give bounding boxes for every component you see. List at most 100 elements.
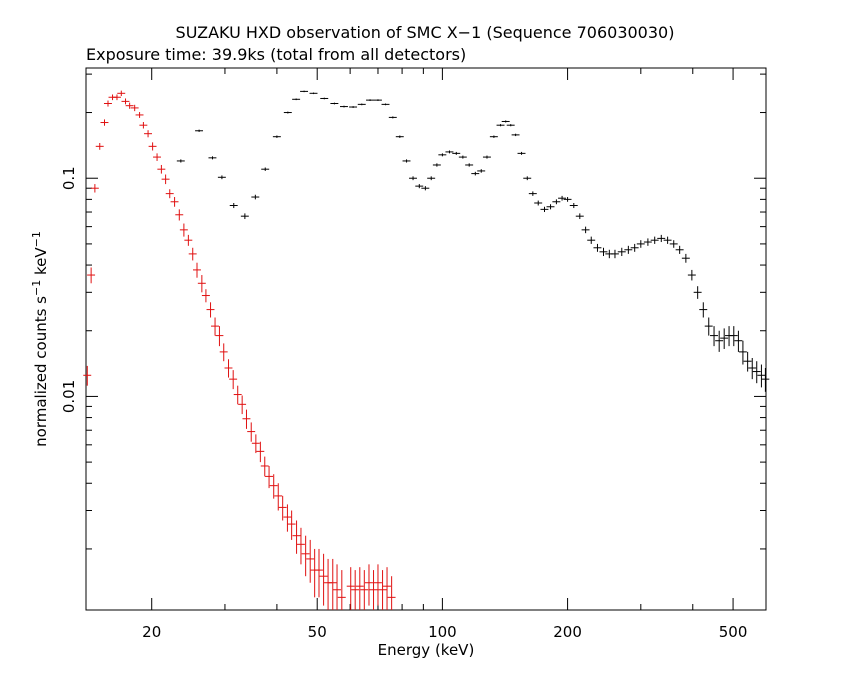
data-point: [330, 102, 339, 105]
data-point: [292, 520, 301, 554]
data-point: [201, 289, 210, 303]
data-point: [357, 103, 366, 106]
data-point: [383, 567, 391, 610]
data-point: [170, 197, 179, 207]
data-point: [617, 247, 626, 257]
data-point: [630, 243, 639, 252]
data-point: [100, 119, 109, 126]
data-point: [296, 527, 305, 565]
data-point: [346, 567, 355, 610]
data-point: [206, 302, 215, 318]
y-axis-ticks: 0.01 0.1: [60, 73, 766, 550]
data-point: [734, 330, 743, 352]
data-point: [197, 275, 206, 293]
data-point: [242, 409, 251, 429]
data-point: [217, 175, 226, 180]
data-point: [471, 171, 480, 176]
data-point: [738, 340, 747, 365]
data-point: [438, 153, 447, 157]
data-point: [306, 539, 315, 583]
data-point: [563, 197, 572, 202]
data-point: [402, 159, 411, 163]
data-point: [176, 159, 185, 163]
data-point: [496, 124, 505, 127]
data-point: [121, 98, 130, 105]
data-point: [90, 184, 99, 193]
data-point: [247, 422, 256, 442]
data-point: [211, 317, 219, 336]
data-point: [219, 343, 228, 362]
data-point: [373, 564, 382, 606]
data-point: [506, 124, 515, 127]
data-point: [757, 364, 766, 388]
x-tick-label: 100: [428, 623, 457, 641]
data-point: [324, 558, 332, 610]
data-point: [675, 245, 684, 254]
data-point: [395, 135, 404, 138]
x-tick-label: 20: [142, 623, 161, 641]
data-point: [292, 98, 301, 101]
data-point: [148, 142, 157, 151]
data-point: [349, 106, 358, 108]
data-point: [725, 326, 733, 347]
data-point: [240, 213, 249, 220]
data-point: [599, 247, 608, 257]
data-point: [184, 234, 193, 246]
data-point: [624, 245, 633, 254]
data-point: [523, 176, 532, 181]
data-point: [569, 202, 578, 209]
data-point: [153, 153, 161, 161]
data-point: [558, 195, 567, 201]
data-point: [339, 105, 348, 108]
data-point: [179, 223, 188, 237]
chart-subtitle: Exposure time: 39.9ks (total from all de…: [86, 45, 466, 64]
data-point: [161, 174, 170, 185]
data-point: [693, 286, 702, 299]
data-point: [761, 367, 770, 392]
x-tick-label: 50: [308, 623, 327, 641]
data-point: [369, 570, 378, 610]
data-point: [256, 441, 265, 463]
data-point: [333, 564, 341, 610]
data-point: [261, 167, 270, 171]
data-point: [681, 253, 690, 263]
data-point: [215, 326, 224, 347]
data-point: [274, 483, 283, 511]
y-tick-label: 0.01: [60, 380, 78, 413]
data-point: [511, 133, 520, 137]
data-point: [139, 121, 148, 129]
data-point: [458, 155, 467, 159]
data-point: [314, 548, 323, 598]
data-point: [687, 269, 696, 281]
data-point: [125, 102, 134, 109]
data-point: [445, 150, 454, 154]
data-point: [351, 570, 360, 610]
data-point: [378, 570, 387, 610]
data-point: [748, 358, 757, 380]
x-tick-label: 200: [553, 623, 582, 641]
data-point: [95, 143, 104, 150]
series-pin: [83, 90, 396, 610]
data-point: [229, 202, 238, 209]
data-point: [501, 120, 510, 123]
data-point: [421, 186, 430, 191]
data-point: [610, 249, 619, 259]
data-point: [489, 135, 498, 138]
data-point: [552, 199, 561, 205]
data-point: [517, 151, 526, 155]
data-point: [710, 326, 718, 347]
data-point: [238, 395, 247, 415]
data-point: [135, 112, 144, 118]
data-point: [251, 434, 260, 454]
data-point: [328, 558, 337, 610]
data-point: [409, 176, 417, 181]
data-point: [300, 90, 309, 93]
data-point: [355, 567, 364, 610]
y-axis-label-pre: normalized counts s: [32, 296, 50, 447]
data-point: [278, 495, 287, 521]
data-point: [593, 243, 602, 252]
data-point: [251, 194, 260, 200]
plot-frame: [85, 67, 767, 611]
data-point: [752, 361, 761, 384]
